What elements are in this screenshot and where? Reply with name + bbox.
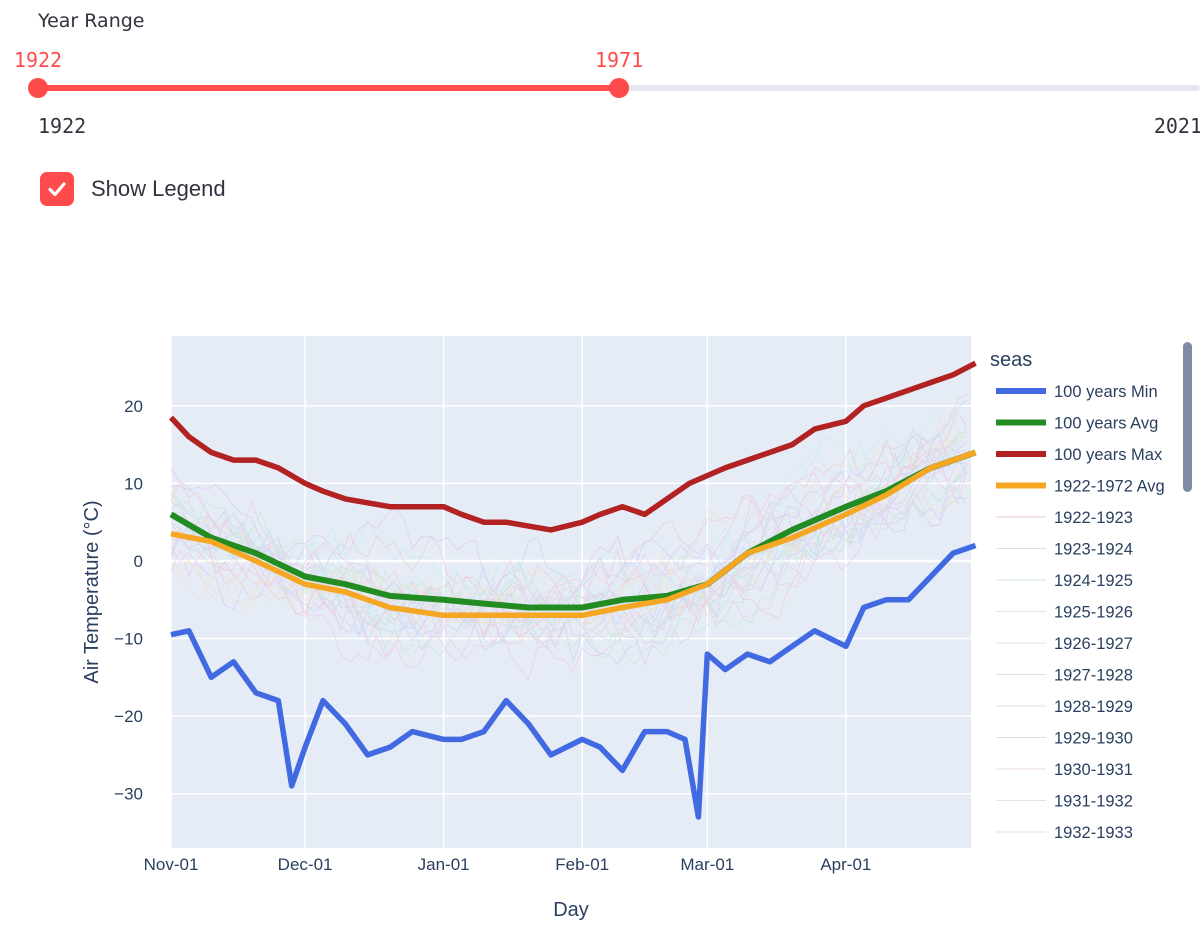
x-tick-label: Feb-01	[555, 855, 609, 874]
legend-entry: 100 years Avg	[1054, 415, 1158, 433]
legend-entry: 1930-1931	[1054, 761, 1133, 779]
y-tick-label: −10	[114, 630, 143, 649]
slider-max-label: 2021	[1154, 114, 1200, 138]
legend-entry: 1929-1930	[1054, 730, 1133, 748]
legend-entry: 1932-1933	[1054, 824, 1133, 842]
temperature-chart: −30 −20 −10 0 10 20 Nov-01 Dec-01 Jan-01 Feb-01 Ma…	[0, 300, 1200, 928]
legend-entry: 1928-1929	[1054, 698, 1133, 716]
legend-entry: 1927-1928	[1054, 667, 1133, 685]
slider-min-label: 1922	[38, 114, 86, 138]
y-tick-label: −30	[114, 785, 143, 804]
legend-entry: 1924-1925	[1054, 572, 1133, 590]
legend-entry: 1922-1923	[1054, 509, 1133, 527]
legend-title: seas	[990, 349, 1032, 371]
legend-entry: 1922-1972 Avg	[1054, 478, 1165, 496]
legend-entry: 1931-1932	[1054, 793, 1133, 811]
x-tick-label: Apr-01	[820, 855, 871, 874]
slider-selected-range[interactable]	[38, 85, 619, 91]
x-tick-label: Jan-01	[418, 855, 470, 874]
y-tick-label: 10	[124, 474, 143, 493]
slider-low-value: 1922	[14, 48, 62, 72]
x-axis-title: Day	[553, 899, 589, 921]
year-range-slider[interactable]: 1922 1971 1922 2021	[0, 0, 1200, 90]
y-axis-title: Air Temperature (°C)	[81, 500, 103, 683]
legend: seas 100 years Min 100 years Avg 100 years …	[990, 349, 1165, 842]
y-tick-label: 20	[124, 397, 143, 416]
show-legend-label: Show Legend	[91, 176, 226, 202]
y-tick-label: −20	[114, 707, 143, 726]
slider-high-value: 1971	[595, 48, 643, 72]
x-tick-label: Dec-01	[278, 855, 333, 874]
legend-entry: 1926-1927	[1054, 635, 1133, 653]
legend-scrollbar[interactable]	[1183, 342, 1192, 492]
legend-entry: 1923-1924	[1054, 541, 1133, 559]
legend-entry: 100 years Max	[1054, 446, 1163, 464]
y-tick-label: 0	[134, 552, 143, 571]
x-tick-label: Nov-01	[144, 855, 199, 874]
x-tick-label: Mar-01	[680, 855, 734, 874]
slider-thumb-low[interactable]	[28, 78, 48, 98]
checkbox-checked-icon[interactable]	[40, 172, 74, 206]
slider-thumb-high[interactable]	[609, 78, 629, 98]
legend-entry: 100 years Min	[1054, 383, 1158, 401]
legend-entry: 1925-1926	[1054, 604, 1133, 622]
show-legend-checkbox[interactable]: Show Legend	[40, 172, 226, 206]
